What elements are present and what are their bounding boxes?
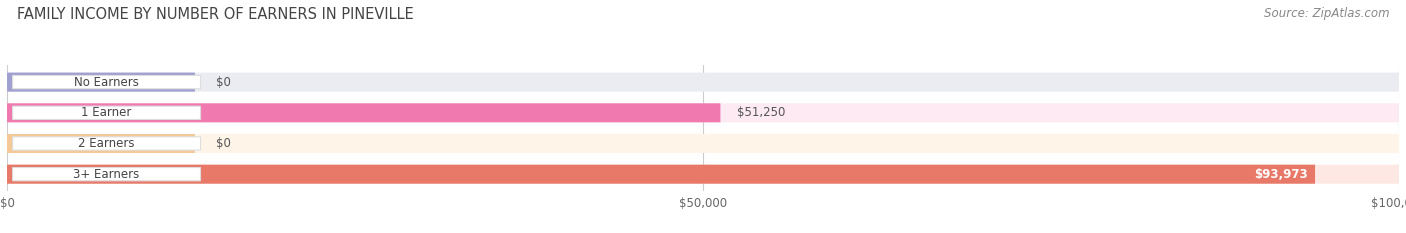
Text: FAMILY INCOME BY NUMBER OF EARNERS IN PINEVILLE: FAMILY INCOME BY NUMBER OF EARNERS IN PI…	[17, 7, 413, 22]
FancyBboxPatch shape	[7, 134, 195, 153]
Text: 1 Earner: 1 Earner	[82, 106, 132, 119]
Text: $0: $0	[217, 76, 231, 89]
Text: $51,250: $51,250	[737, 106, 786, 119]
FancyBboxPatch shape	[7, 73, 195, 92]
Text: 3+ Earners: 3+ Earners	[73, 168, 139, 181]
FancyBboxPatch shape	[13, 168, 201, 181]
Text: $0: $0	[217, 137, 231, 150]
FancyBboxPatch shape	[7, 103, 720, 122]
FancyBboxPatch shape	[13, 75, 201, 89]
Text: No Earners: No Earners	[75, 76, 139, 89]
FancyBboxPatch shape	[13, 137, 201, 150]
Text: 2 Earners: 2 Earners	[79, 137, 135, 150]
Text: Source: ZipAtlas.com: Source: ZipAtlas.com	[1264, 7, 1389, 20]
FancyBboxPatch shape	[7, 165, 1399, 184]
FancyBboxPatch shape	[7, 165, 1315, 184]
FancyBboxPatch shape	[7, 103, 1399, 122]
FancyBboxPatch shape	[7, 134, 1399, 153]
FancyBboxPatch shape	[7, 73, 1399, 92]
FancyBboxPatch shape	[13, 106, 201, 120]
Text: $93,973: $93,973	[1254, 168, 1308, 181]
